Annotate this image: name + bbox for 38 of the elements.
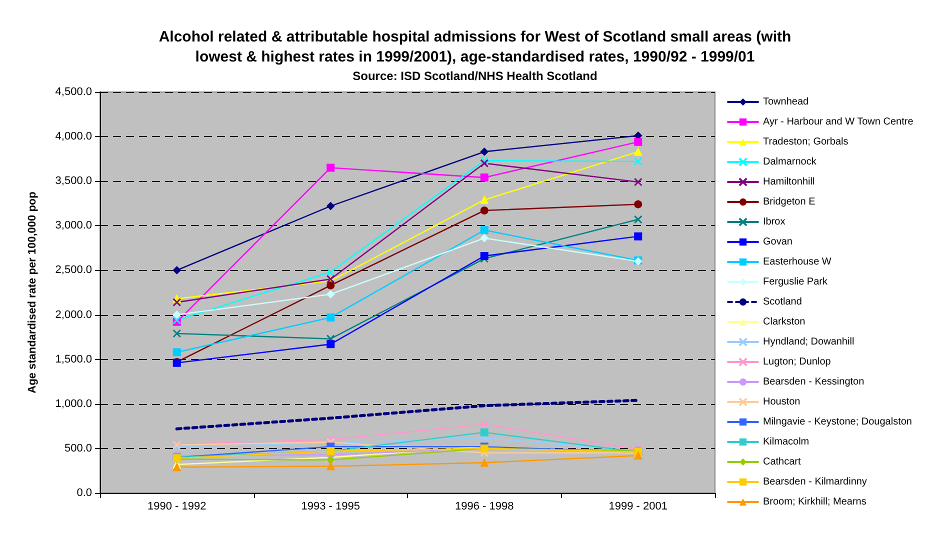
x-tick-label: 1999 - 2001 [608, 500, 668, 512]
legend-label: Milngavie - Keystone; Dougalston [763, 416, 912, 428]
legend-label: Tradeston; Gorbals [763, 136, 848, 148]
chart-title: Alcohol related & attributable hospital admissions for West of Scotland small areas (with lowest & highest rates in 1999/2001), age-standardised rates, 1990/92 - 1999/01 [158, 28, 792, 66]
x-tick-label: 1993 - 1995 [301, 500, 360, 512]
legend-label: Ibrox [763, 216, 786, 228]
legend-label: Hamiltonhill [763, 176, 815, 188]
legend-label: Clarkston [763, 316, 806, 328]
legend-label: Houston [763, 396, 800, 408]
y-tick-label: 2,500.0 [55, 264, 92, 276]
y-tick-label: 3,500.0 [55, 175, 92, 188]
legend-label: Ferguslie Park [763, 276, 828, 288]
legend-label: Dalmarnock [763, 156, 818, 168]
legend-label: Hyndland; Dowanhill [763, 336, 854, 348]
y-tick-label: 2,000.0 [55, 308, 92, 321]
legend-label: Lugton; Dunlop [763, 356, 832, 368]
y-tick-label: 4,500.0 [55, 86, 92, 98]
y-tick-label: 0.0 [76, 487, 92, 499]
legend-label: Easterhouse W [763, 256, 832, 268]
y-tick-label: 1,500.0 [55, 353, 92, 366]
legend-label: Kilmacolm [763, 436, 810, 448]
y-tick-label: 500.0 [64, 442, 92, 454]
legend-label: Broom; Kirkhill; Mearns [763, 496, 866, 508]
legend-label: Scotland [763, 296, 802, 308]
x-tick-label: 1990 - 1992 [148, 500, 206, 512]
legend-label: Cathcart [763, 456, 802, 468]
chart-subtitle: Source: ISD Scotland/NHS Health Scotland [352, 69, 598, 83]
legend-label: Bridgeton E [763, 196, 816, 208]
y-tick-label: 1,000.0 [55, 398, 92, 410]
y-tick-label: 4,000.0 [55, 130, 92, 143]
y-tick-label: 3,000.0 [55, 220, 92, 232]
x-tick-label: 1996 - 1998 [455, 500, 514, 512]
y-axis-title: Age standardised rate per 100,000 pop [26, 191, 38, 394]
legend-label: Bearsden - Kilmardinny [763, 476, 867, 488]
legend-label: Townhead [763, 96, 809, 108]
legend-label: Govan [763, 236, 792, 248]
legend-label: Ayr - Harbour and W Town Centre [763, 116, 914, 128]
legend-label: Bearsden - Kessington [763, 376, 864, 388]
